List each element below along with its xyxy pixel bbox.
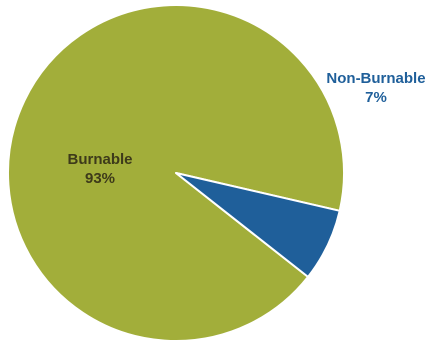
non-burnable-percent-label: 7% [365,89,387,106]
pie-slices [7,3,345,341]
pie-slice-non-burnable [175,172,341,278]
burnable-label: Burnable [67,151,132,168]
burnable-percent-label: 93% [85,170,115,187]
non-burnable-label: Non-Burnable [326,70,425,87]
